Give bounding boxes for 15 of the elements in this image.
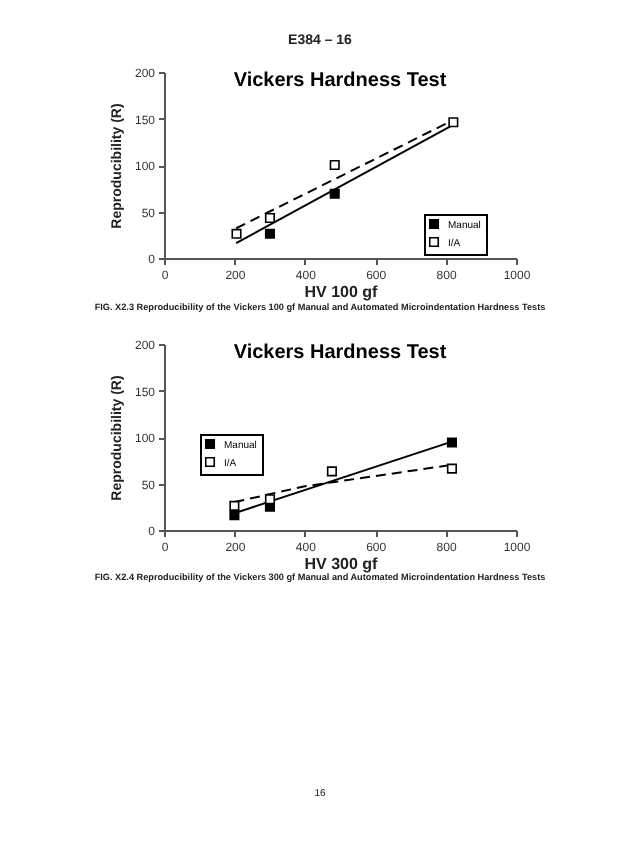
x-axis-title: HV 100 gf — [304, 283, 379, 301]
chart-title: Vickers Hardness Test — [233, 70, 448, 92]
point — [329, 159, 340, 171]
point — [448, 117, 459, 128]
point — [264, 228, 275, 239]
point — [329, 188, 340, 199]
chart-title: Vickers Hardness Test — [233, 342, 448, 364]
point — [326, 466, 337, 477]
point — [231, 228, 242, 239]
point — [229, 510, 240, 521]
point — [264, 212, 275, 224]
point — [446, 437, 457, 448]
point — [229, 500, 240, 511]
x-axis-title: HV 300 gf — [304, 555, 379, 573]
point — [446, 463, 457, 474]
